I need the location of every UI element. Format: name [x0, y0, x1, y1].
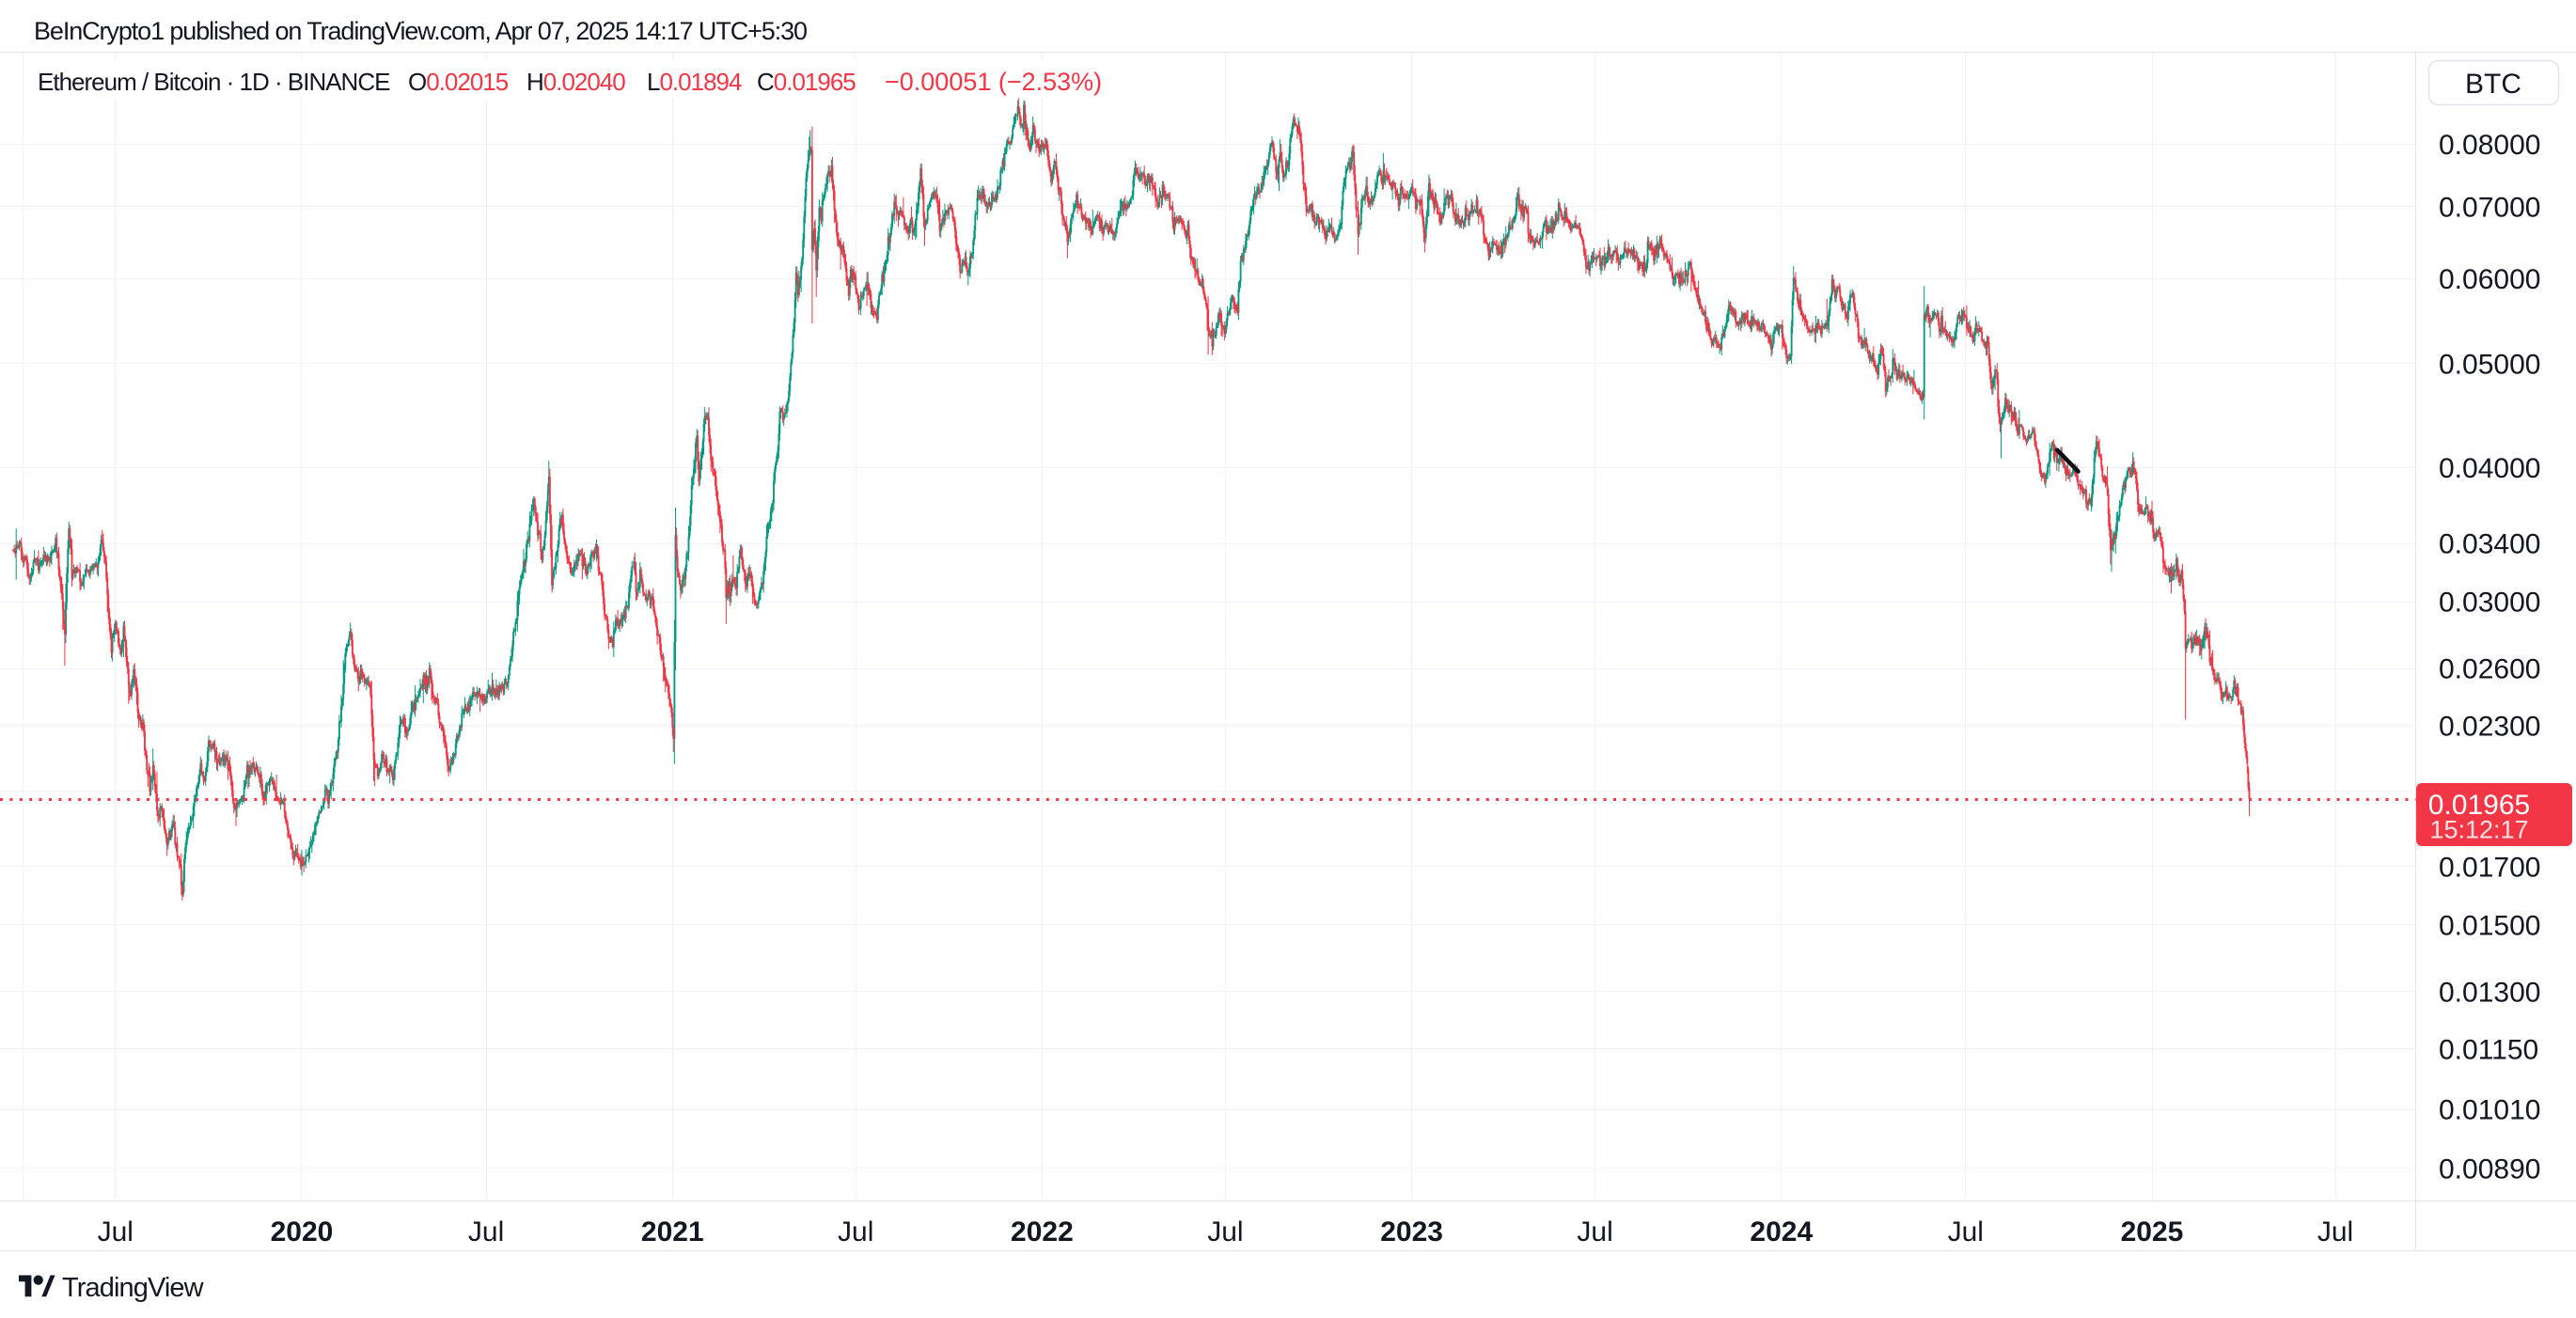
- svg-text:H0.02040: H0.02040: [526, 68, 625, 96]
- svg-text:2022: 2022: [1011, 1216, 1074, 1247]
- svg-text:0.02600: 0.02600: [2439, 654, 2540, 685]
- svg-text:Ethereum / Bitcoin · 1D · BINA: Ethereum / Bitcoin · 1D · BINANCE: [38, 68, 390, 96]
- svg-text:Jul: Jul: [1948, 1216, 1984, 1247]
- svg-text:0.07000: 0.07000: [2439, 192, 2540, 223]
- svg-text:0.00890: 0.00890: [2439, 1153, 2540, 1185]
- svg-text:TradingView: TradingView: [62, 1273, 205, 1303]
- svg-text:BeInCrypto1 published on Tradi: BeInCrypto1 published on TradingView.com…: [34, 17, 807, 45]
- svg-text:0.02300: 0.02300: [2439, 712, 2540, 743]
- svg-text:0.01965: 0.01965: [2428, 790, 2530, 821]
- svg-text:2024: 2024: [1750, 1216, 1813, 1247]
- svg-text:Jul: Jul: [468, 1216, 504, 1247]
- svg-text:Jul: Jul: [2317, 1216, 2353, 1247]
- svg-text:15:12:17: 15:12:17: [2429, 816, 2528, 844]
- svg-text:Jul: Jul: [838, 1216, 873, 1247]
- svg-text:2023: 2023: [1380, 1216, 1443, 1247]
- svg-text:0.08000: 0.08000: [2439, 130, 2540, 161]
- svg-text:−0.00051 (−2.53%): −0.00051 (−2.53%): [885, 68, 1102, 96]
- svg-text:L0.01894: L0.01894: [647, 68, 742, 96]
- svg-text:0.01150: 0.01150: [2439, 1034, 2538, 1065]
- svg-text:Jul: Jul: [1207, 1216, 1243, 1247]
- svg-text:0.06000: 0.06000: [2439, 264, 2540, 295]
- svg-text:Jul: Jul: [1577, 1216, 1612, 1247]
- svg-text:Jul: Jul: [98, 1216, 134, 1247]
- svg-text:0.01010: 0.01010: [2439, 1095, 2540, 1126]
- svg-text:O0.02015: O0.02015: [408, 68, 509, 96]
- svg-text:C0.01965: C0.01965: [757, 68, 856, 96]
- svg-text:0.01300: 0.01300: [2439, 978, 2540, 1009]
- svg-text:0.03400: 0.03400: [2439, 529, 2540, 560]
- svg-text:0.05000: 0.05000: [2439, 349, 2540, 380]
- svg-text:0.04000: 0.04000: [2439, 453, 2540, 484]
- svg-text:2025: 2025: [2121, 1216, 2184, 1247]
- svg-text:BTC: BTC: [2465, 69, 2521, 100]
- svg-text:0.01700: 0.01700: [2439, 852, 2540, 883]
- svg-text:2021: 2021: [641, 1216, 704, 1247]
- svg-text:2020: 2020: [271, 1216, 334, 1247]
- svg-text:0.01500: 0.01500: [2439, 911, 2540, 942]
- svg-text:0.03000: 0.03000: [2439, 588, 2540, 619]
